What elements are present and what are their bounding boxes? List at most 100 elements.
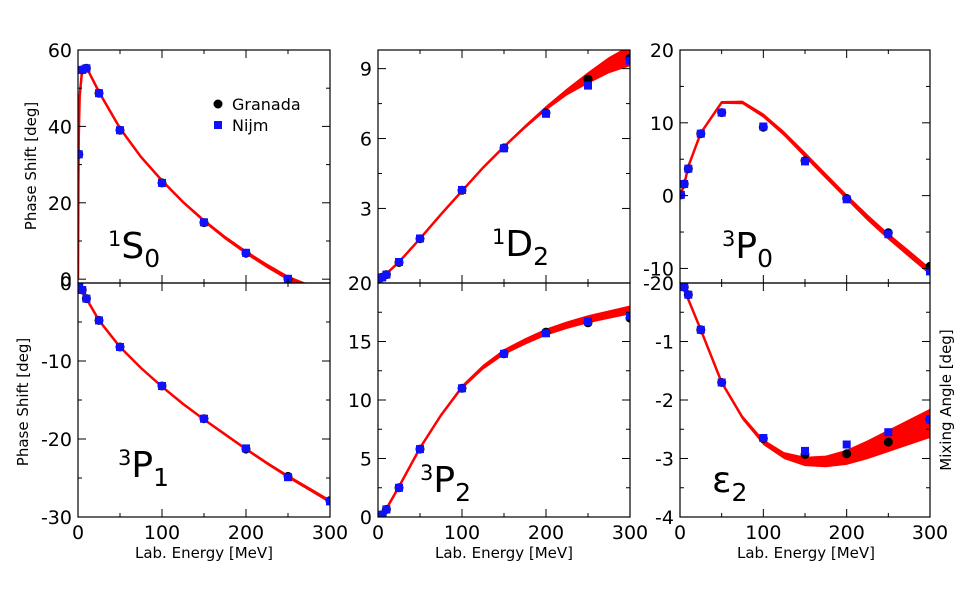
- uncertainty-band-1D2: [378, 50, 630, 279]
- nijm-point-eps2-4: [717, 378, 726, 387]
- data-layer-3P1: [78, 283, 330, 506]
- nijm-point-1S0-1: [78, 65, 87, 74]
- x-tick-label-eps2-100: 100: [745, 522, 781, 544]
- y-tick-label-1S0-3: 60: [48, 40, 72, 62]
- y-tick-label-3P2-4: 20: [348, 273, 372, 295]
- nijm-point-3P1-5: [158, 382, 166, 390]
- nijm-point-3P1-1: [78, 286, 87, 294]
- y-tick-label-3P1-0: -30: [41, 507, 72, 529]
- y-tick-label-eps2-2: -2: [655, 390, 674, 412]
- panel-label-3P0: 3P0: [722, 226, 773, 273]
- nijm-point-eps2-6: [801, 446, 809, 455]
- nijm-point-1D2-9: [626, 56, 630, 65]
- y-tick-label-1S0-2: 40: [48, 116, 72, 138]
- panel-1S0: 0 20 40 60 Phase Shift [deg] 1S0: [22, 40, 331, 291]
- nijm-point-1D2-7: [542, 109, 550, 118]
- legend-label-nijm: Nijm: [232, 116, 268, 135]
- x-tick-label-3P2-200: 200: [528, 522, 564, 544]
- nijm-point-eps2-2: [684, 290, 693, 299]
- y-tick-label-3P0-0: -10: [643, 258, 674, 280]
- nijm-point-3P0-3: [696, 129, 705, 138]
- nijm-point-eps2-9: [926, 415, 930, 424]
- nijm-point-3P1-8: [284, 473, 292, 482]
- panel-label-3P2: 3P2: [420, 460, 471, 507]
- nijm-point-1D2-6: [500, 144, 508, 153]
- data-layer-1S0: [78, 63, 307, 283]
- nijm-point-1D2-4: [416, 234, 424, 243]
- granada-point-eps2-8: [883, 437, 893, 447]
- y-tick-label-eps2-1: -3: [655, 449, 674, 471]
- nijm-point-3P0-8: [884, 230, 893, 239]
- nijm-point-1S0-5: [158, 178, 166, 187]
- nijm-point-1D2-5: [458, 186, 466, 194]
- panel-label-1S0: 1S0: [108, 226, 160, 273]
- nijm-point-1S0-2: [82, 64, 91, 73]
- y-tick-label-1S0-0: 0: [60, 269, 72, 291]
- nijm-point-1S0-7: [242, 248, 250, 257]
- legend: Granada Nijm: [213, 95, 301, 135]
- nijm-point-3P1-0: [78, 283, 83, 288]
- band-centerline-1S0: [78, 65, 304, 283]
- legend-marker-granada: [213, 99, 223, 109]
- nijm-point-3P2-4: [416, 445, 424, 454]
- x-tick-label-eps2-300: 300: [912, 522, 948, 544]
- nijm-point-3P2-6: [500, 349, 508, 358]
- y-tick-label-3P0-1: 0: [662, 186, 674, 208]
- data-layer-1D2: [378, 50, 630, 283]
- nijm-point-3P2-5: [458, 384, 466, 393]
- panel-label-1D2: 1D2: [492, 224, 549, 271]
- legend-label-granada: Granada: [232, 95, 301, 114]
- panel-1D2: 3 6 9 1D2: [360, 49, 631, 284]
- y-axis-title-eps2: Mixing Angle [deg]: [937, 329, 955, 470]
- x-tick-label-3P2-300: 300: [612, 522, 648, 544]
- nijm-point-1S0-4: [116, 126, 124, 135]
- y-tick-label-1S0-1: 20: [48, 193, 72, 215]
- nijm-point-1D2-1: [378, 273, 387, 282]
- nijm-point-3P1-2: [82, 294, 91, 303]
- y-tick-label-3P1-2: -10: [41, 351, 72, 373]
- y-tick-label-3P2-3: 15: [348, 332, 372, 354]
- nijm-point-3P2-7: [542, 329, 550, 338]
- x-tick-label-3P1-300: 300: [312, 522, 348, 544]
- y-tick-label-3P0-2: 10: [650, 113, 674, 135]
- x-axis-title-right: Lab. Energy [MeV]: [737, 544, 875, 562]
- nijm-point-1S0-0: [78, 150, 83, 159]
- nijm-point-1D2-3: [395, 258, 403, 266]
- x-tick-label-eps2-200: 200: [829, 522, 865, 544]
- nijm-point-1S0-8: [284, 274, 292, 283]
- nijm-point-3P0-2: [684, 164, 693, 173]
- band-centerline-eps2: [680, 283, 930, 463]
- nijm-point-eps2-7: [842, 440, 851, 449]
- nijm-point-3P1-4: [116, 343, 124, 351]
- y-tick-label-eps2-0: -4: [655, 507, 674, 529]
- nijm-point-3P0-1: [680, 180, 689, 188]
- nijm-point-3P0-0: [680, 190, 685, 199]
- y-tick-label-3P0-3: 20: [650, 40, 674, 62]
- frame-3P1: [77, 282, 331, 518]
- panel-eps2: 0 100 200 300 -4 -3 -2 -1 -20 Mixing Angle [deg] ε…: [643, 273, 955, 544]
- y-tick-label-eps2-3: -1: [655, 332, 674, 354]
- y-tick-label-1D2-2: 9: [360, 59, 372, 81]
- y-tick-label-1D2-0: 3: [360, 198, 372, 220]
- y-axis-title-1S0: Phase Shift [deg]: [22, 102, 40, 230]
- x-axis-title-left: Lab. Energy [MeV]: [135, 544, 273, 562]
- data-layer-3P0: [680, 100, 930, 276]
- uncertainty-band-3P0: [680, 100, 930, 275]
- y-tick-label-3P1-1: -20: [41, 429, 72, 451]
- panel-3P1: 0 100 200 300 -30 -20 -10 0 Phase Shift [deg] 3P1: [14, 273, 348, 544]
- legend-marker-nijm: [214, 121, 222, 129]
- granada-point-eps2-7: [842, 449, 852, 459]
- nijm-point-3P0-6: [801, 157, 809, 166]
- uncertainty-band-3P1: [78, 283, 330, 504]
- x-tick-label-3P2-0: 0: [372, 522, 384, 544]
- data-layer-3P2: [378, 305, 630, 517]
- nijm-point-eps2-3: [696, 325, 705, 334]
- nijm-point-3P2-2: [382, 505, 391, 514]
- nijm-point-1D2-8: [584, 81, 592, 90]
- nijm-point-3P2-9: [626, 311, 630, 320]
- x-tick-label-3P1-100: 100: [144, 522, 180, 544]
- nijm-point-eps2-8: [884, 428, 893, 437]
- nijm-point-3P0-4: [717, 108, 726, 117]
- x-tick-label-3P1-200: 200: [228, 522, 264, 544]
- nijm-point-3P1-7: [242, 444, 250, 453]
